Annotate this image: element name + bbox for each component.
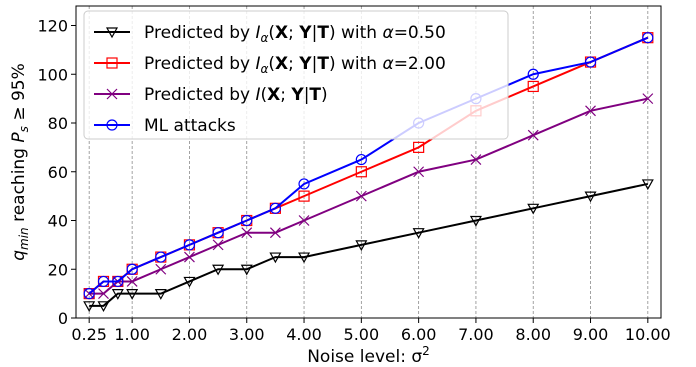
- y-tick-label: 0: [58, 309, 68, 328]
- data-point: [269, 202, 281, 214]
- legend-label: ML attacks: [144, 116, 236, 136]
- data-point: [642, 32, 654, 44]
- x-tick-label: 5.00: [344, 325, 380, 344]
- legend-item: ML attacks: [94, 116, 236, 136]
- x-axis-label: Noise level: σ2: [307, 344, 430, 367]
- legend-marker: [106, 119, 118, 131]
- axis-ticks: 0.25 1.00 2.00 3.00 4.00 5.00 6.00 7.00 8.00 9.00…: [37, 17, 670, 345]
- series-line: [89, 182, 649, 307]
- data-point: [585, 105, 596, 117]
- data-point: [83, 288, 95, 300]
- legend-label: Predicted by I(X; Y|T): [144, 85, 328, 105]
- data-point: [527, 129, 539, 141]
- data-point: [112, 275, 124, 288]
- x-tick-label: 0.25: [71, 325, 107, 344]
- x-tick-label: 2.00: [172, 325, 208, 344]
- data-point: [527, 203, 540, 215]
- data-point: [470, 154, 482, 165]
- data-point: [355, 153, 367, 166]
- legend-marker: [106, 88, 118, 100]
- data-point: [212, 239, 224, 251]
- data-point: [355, 190, 367, 202]
- y-tick-label: 40: [48, 212, 68, 231]
- data-point: [298, 252, 311, 264]
- data-point: [97, 275, 110, 288]
- series-2: [83, 93, 654, 300]
- data-point: [641, 179, 654, 191]
- series-0: [83, 179, 654, 313]
- plot-frame: [75, 5, 662, 319]
- data-point: [241, 227, 253, 239]
- data-point: [126, 289, 139, 300]
- data-point: [155, 251, 167, 263]
- data-point: [97, 301, 110, 313]
- y-tick-label: 20: [48, 260, 68, 279]
- y-tick-label: 100: [37, 65, 68, 84]
- data-point: [126, 263, 138, 275]
- data-point: [155, 263, 167, 275]
- y-axis-label: qmin reaching Ps ≥ 95%: [9, 63, 31, 261]
- data-point: [240, 264, 253, 276]
- data-point: [184, 251, 195, 263]
- legend-label: Predicted by Iα(X; Y|T) with α=2.00: [144, 54, 446, 76]
- legend-marker: [105, 27, 119, 39]
- data-point: [98, 288, 109, 300]
- x-tick-label: 1.00: [114, 325, 150, 344]
- data-point: [212, 227, 224, 239]
- x-tick-label: 4.00: [286, 325, 322, 344]
- x-tick-label: 3.00: [229, 325, 265, 344]
- data-point: [469, 215, 482, 227]
- y-tick-label: 120: [37, 17, 68, 36]
- legend-label: Predicted by Iα(X; Y|T) with α=0.50: [144, 23, 446, 45]
- data-point: [298, 178, 310, 190]
- legend-marker: [106, 57, 118, 69]
- data-point: [527, 80, 539, 93]
- x-tick-label: 8.00: [515, 325, 551, 344]
- data-point: [355, 166, 367, 178]
- data-point: [183, 239, 196, 251]
- y-tick-label: 60: [48, 163, 68, 182]
- data-point: [413, 166, 425, 178]
- data-point: [642, 93, 654, 105]
- data-point: [183, 276, 196, 288]
- x-tick-label: 9.00: [573, 325, 609, 344]
- data-point: [154, 289, 167, 300]
- legend-box: [83, 10, 509, 140]
- data-point: [413, 141, 425, 153]
- legend-item: Predicted by Iα(X; Y|T) with α=0.50: [94, 23, 446, 45]
- data-point: [83, 301, 96, 313]
- data-point: [212, 264, 225, 276]
- y-tick-label: 80: [48, 114, 68, 133]
- x-tick-label: 6.00: [401, 325, 437, 344]
- data-point: [269, 252, 282, 264]
- legend: Predicted by Iα(X; Y|T) with α=0.50 Predi…: [83, 10, 509, 140]
- legend-item: Predicted by I(X; Y|T): [94, 85, 328, 105]
- data-point: [584, 56, 597, 68]
- data-point: [111, 289, 124, 300]
- data-point: [298, 190, 310, 202]
- data-point: [584, 191, 597, 203]
- legend-item: Predicted by Iα(X; Y|T) with α=2.00: [94, 54, 446, 76]
- data-point: [126, 276, 138, 287]
- data-point: [355, 240, 368, 252]
- data-point: [412, 228, 425, 239]
- x-tick-label: 7.00: [458, 325, 494, 344]
- data-point: [241, 214, 253, 227]
- data-point: [298, 215, 310, 226]
- data-point: [527, 68, 539, 80]
- series-line: [89, 97, 649, 295]
- data-point: [269, 227, 281, 239]
- x-tick-label: 10.00: [625, 325, 671, 344]
